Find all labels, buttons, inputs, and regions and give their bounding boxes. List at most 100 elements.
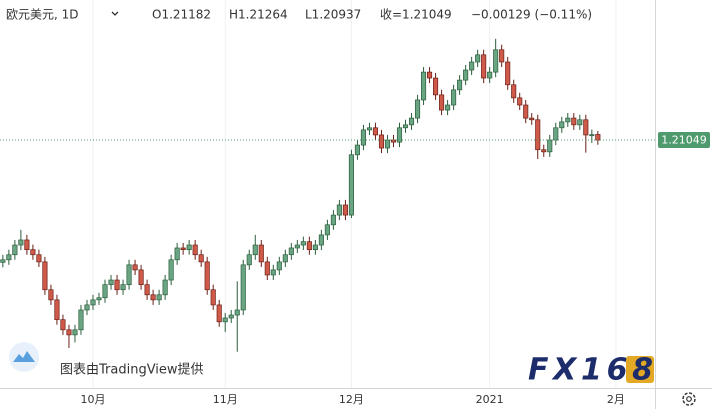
candle-body bbox=[210, 289, 216, 306]
candle-body bbox=[529, 117, 535, 121]
candle-body bbox=[571, 117, 577, 126]
logo: FX168 bbox=[528, 353, 654, 388]
candle-body bbox=[511, 84, 517, 99]
candle-body bbox=[282, 254, 288, 263]
candle-body bbox=[481, 54, 487, 79]
interval-chevron bbox=[111, 11, 119, 16]
candle-body bbox=[132, 264, 138, 271]
candle-body bbox=[198, 254, 204, 263]
candle-body bbox=[408, 117, 415, 126]
candle-body bbox=[12, 244, 18, 256]
close-label: 收=1.21049 bbox=[380, 8, 452, 22]
candle-body bbox=[276, 261, 282, 271]
candle-body bbox=[336, 204, 342, 216]
candle-body bbox=[78, 309, 84, 331]
candle-body bbox=[421, 71, 427, 101]
candle-body bbox=[0, 259, 6, 263]
candle-body bbox=[414, 99, 421, 119]
candle-body bbox=[294, 244, 300, 249]
candle-body bbox=[469, 61, 475, 71]
candle-body bbox=[378, 134, 385, 149]
last-price-label: 1.21049 bbox=[661, 134, 707, 147]
candle-body bbox=[186, 244, 192, 251]
candle-body bbox=[318, 234, 324, 246]
candle-body bbox=[354, 144, 360, 156]
candle-body bbox=[234, 309, 240, 316]
candle-body bbox=[30, 249, 36, 256]
candle-body bbox=[258, 244, 264, 263]
candle-body bbox=[565, 117, 571, 123]
candle-body bbox=[108, 279, 114, 286]
candle-body bbox=[90, 299, 96, 306]
candle-body bbox=[144, 284, 150, 296]
candle-body bbox=[499, 49, 505, 63]
candle-body bbox=[439, 94, 445, 111]
candle-body bbox=[246, 254, 252, 266]
candle-body bbox=[493, 49, 499, 73]
candle-body bbox=[240, 264, 246, 311]
candle-body bbox=[553, 127, 559, 141]
candle-body bbox=[427, 71, 433, 79]
candle-body bbox=[270, 269, 276, 276]
candle-body bbox=[312, 244, 318, 251]
candle-body bbox=[595, 134, 601, 141]
candle-body bbox=[402, 124, 409, 129]
candle-body bbox=[66, 329, 72, 336]
candle-body bbox=[342, 204, 348, 216]
watermark: 图表由TradingView提供 bbox=[60, 362, 204, 378]
candle-body bbox=[36, 254, 42, 263]
candle-body bbox=[451, 89, 457, 106]
candle-body bbox=[583, 119, 589, 136]
high-label: H1.21264 bbox=[229, 8, 288, 22]
candle-body bbox=[174, 247, 180, 261]
last-price-tag bbox=[658, 132, 710, 149]
candle-body bbox=[150, 294, 156, 301]
candle-body bbox=[120, 284, 126, 291]
x-tick-label: 11月 bbox=[213, 393, 238, 406]
candle-body bbox=[384, 139, 391, 149]
candle-body bbox=[360, 129, 367, 146]
candle-body bbox=[204, 261, 210, 291]
candle-body bbox=[228, 314, 234, 319]
logo-badge bbox=[626, 356, 654, 383]
candle-body bbox=[102, 284, 108, 299]
candle-body bbox=[475, 54, 481, 63]
candle-body bbox=[72, 329, 78, 336]
candle-body bbox=[348, 154, 354, 216]
candle-body bbox=[168, 259, 174, 281]
candle-body bbox=[445, 104, 451, 111]
candle-body bbox=[48, 289, 54, 301]
candle-body bbox=[372, 127, 379, 136]
candle-body bbox=[18, 239, 24, 246]
candle-body bbox=[264, 261, 270, 276]
tv-logo bbox=[13, 351, 35, 362]
candle-body bbox=[517, 97, 523, 106]
candle-body bbox=[6, 254, 12, 261]
candle-body bbox=[396, 127, 403, 143]
candle-body bbox=[559, 121, 565, 129]
candle-body bbox=[162, 279, 168, 296]
open-label: O1.21182 bbox=[152, 8, 211, 22]
candle-body bbox=[589, 134, 595, 136]
candle-body bbox=[156, 294, 162, 301]
candle-body bbox=[84, 304, 90, 311]
candle-body bbox=[24, 239, 30, 251]
candle-body bbox=[306, 241, 312, 251]
candle-body bbox=[216, 304, 222, 323]
settings-icon[interactable] bbox=[682, 392, 696, 406]
candle-body bbox=[54, 299, 60, 321]
candle-body bbox=[180, 247, 186, 251]
low-label: L1.20937 bbox=[305, 8, 361, 22]
candle-body bbox=[487, 71, 493, 79]
candle-body bbox=[366, 127, 373, 131]
x-tick-label: 10月 bbox=[81, 393, 106, 406]
axis-labels: 10月 11月 12月 2021 2月 1.21049 bbox=[81, 132, 710, 406]
change-label: −0.00129 (−0.11%) bbox=[471, 8, 592, 22]
candle-body bbox=[535, 119, 541, 151]
candle-body bbox=[42, 261, 48, 291]
candle-body bbox=[324, 224, 330, 236]
candle-body bbox=[60, 319, 66, 331]
candle-body bbox=[433, 77, 439, 96]
candle-body bbox=[541, 149, 547, 153]
